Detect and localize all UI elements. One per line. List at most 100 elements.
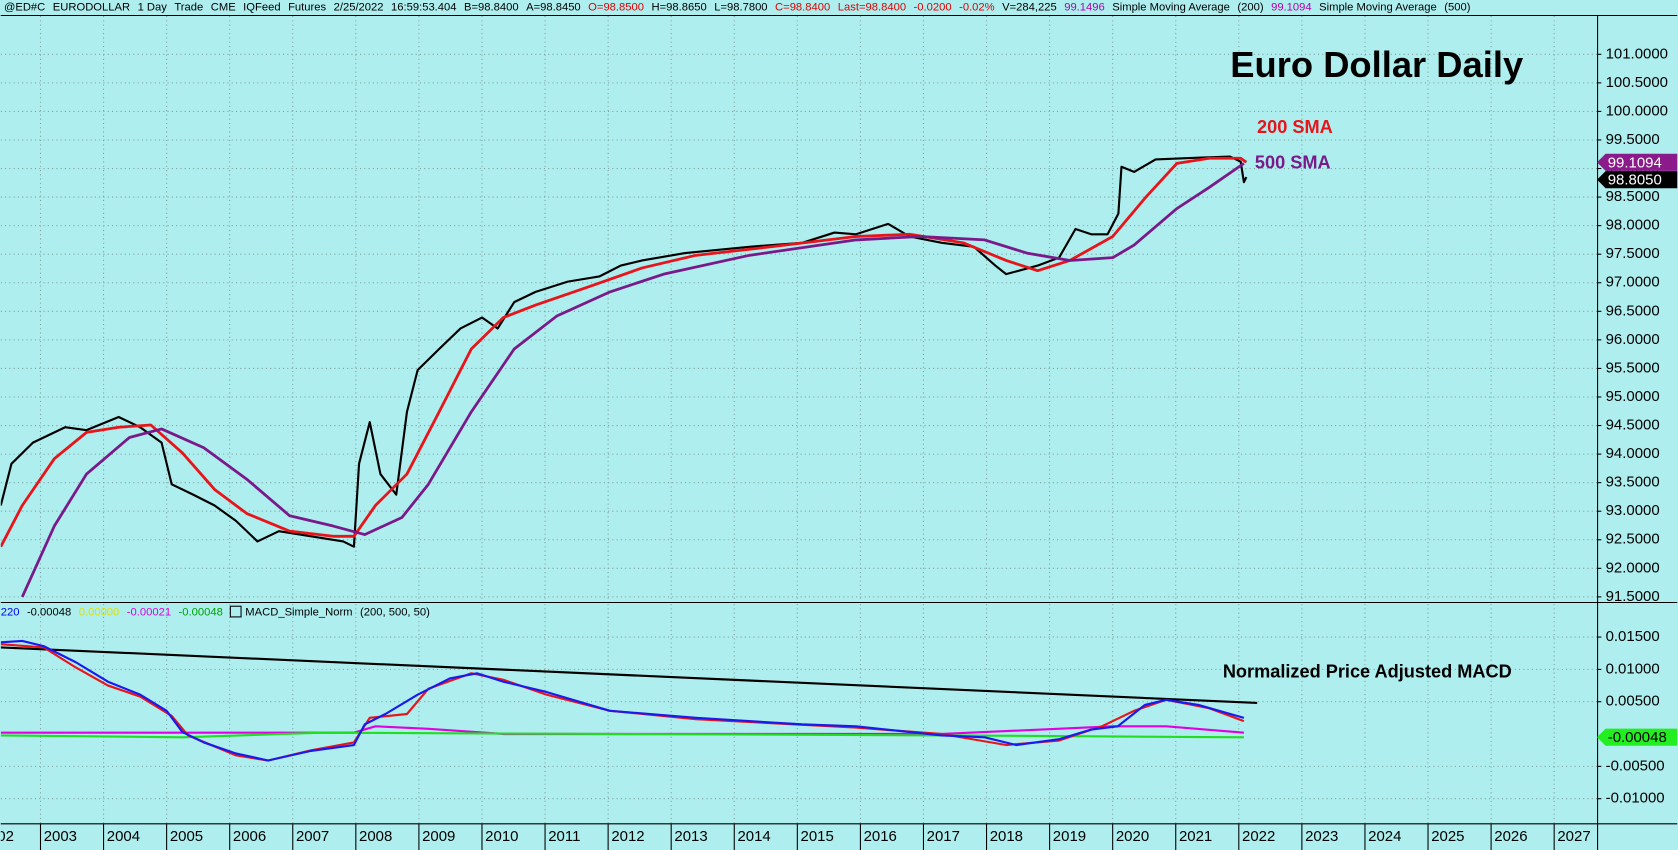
chart-title: Euro Dollar Daily	[1230, 44, 1524, 85]
header-field: O=98.8500	[588, 1, 644, 13]
value-flag	[1597, 171, 1678, 189]
header-field: Last=98.8400	[838, 1, 906, 13]
series-line	[20, 162, 1245, 598]
panel	[0, 604, 1598, 824]
y-tick-label: 92.5000	[1606, 531, 1660, 548]
y-tick-label: 97.0000	[1606, 274, 1660, 291]
series-line	[0, 155, 1248, 548]
x-tick-label: 2002	[0, 828, 14, 845]
header-field: IQFeed	[243, 1, 280, 13]
header-field: H=98.8650	[651, 1, 706, 13]
y-tick-label: 91.5000	[1606, 588, 1660, 605]
y-tick-label: 93.0000	[1606, 502, 1660, 519]
header-field: -0.02%	[959, 1, 995, 13]
header-field: 1 Day	[138, 1, 168, 13]
header-field: A=98.8450	[526, 1, 581, 13]
y-tick-label: 95.0000	[1606, 388, 1660, 405]
y-tick-label: 100.5000	[1606, 74, 1668, 91]
header-field: @ED#C	[4, 1, 45, 13]
header-field: Simple Moving Average	[1112, 1, 1230, 13]
x-tick-label: 2009	[422, 828, 455, 845]
y-tick-label: 96.5000	[1606, 302, 1660, 319]
x-tick-label: 2006	[233, 828, 266, 845]
x-tick-label: 2021	[1179, 828, 1212, 845]
series-line	[0, 731, 1244, 739]
y-tick-label: 99.5000	[1606, 131, 1660, 148]
y-tick-label: -0.00500	[1606, 757, 1665, 774]
header-field: 2/25/2022	[334, 1, 384, 13]
y-tick-label: 96.0000	[1606, 331, 1660, 348]
x-tick-label: 2014	[737, 828, 770, 845]
value-flag-label: -0.00048	[1608, 729, 1667, 746]
panel	[0, 16, 1598, 601]
header-field: Trade	[174, 1, 203, 13]
x-tick-label: 2005	[170, 828, 203, 845]
legend-item: -0.00048	[179, 607, 223, 619]
series-line	[0, 156, 1248, 548]
x-tick-label: 2008	[359, 828, 392, 845]
y-tick-label: 92.0000	[1606, 559, 1660, 576]
x-tick-label: 2018	[990, 828, 1023, 845]
header-field: CME	[211, 1, 236, 13]
x-tick-label: 2013	[674, 828, 707, 845]
x-tick-label: 2016	[864, 828, 897, 845]
legend-item: 220	[1, 607, 20, 619]
x-tick-label: 2025	[1431, 828, 1464, 845]
x-tick-label: 2026	[1494, 828, 1527, 845]
series-line	[0, 639, 1245, 762]
annotation: 200 SMA	[1257, 117, 1333, 137]
legend-item: -0.00021	[127, 607, 171, 619]
header-field: (200)	[1237, 1, 1263, 13]
x-tick-label: 2010	[485, 828, 518, 845]
header-field: L=98.7800	[714, 1, 767, 13]
header-field: Futures	[288, 1, 326, 13]
header-field: C=98.8400	[775, 1, 830, 13]
y-tick-label: 94.5000	[1606, 416, 1660, 433]
value-flag	[1597, 153, 1678, 171]
x-tick-label: 2027	[1557, 828, 1590, 845]
y-tick-label: -0.01000	[1606, 790, 1665, 807]
header-field: -0.0200	[914, 1, 952, 13]
header-field: 16:59:53.404	[391, 1, 457, 13]
y-tick-label: 100.0000	[1606, 102, 1668, 119]
header-field: V=284,225	[1002, 1, 1057, 13]
x-tick-label: 2019	[1053, 828, 1086, 845]
legend-item: MACD_Simple_Norm	[245, 607, 352, 619]
chart-title: Normalized Price Adjusted MACD	[1223, 661, 1512, 681]
y-tick-label: 0.00500	[1606, 693, 1660, 710]
x-tick-label: 2024	[1368, 828, 1401, 845]
x-tick-label: 2003	[44, 828, 77, 845]
x-tick-label: 2023	[1305, 828, 1338, 845]
value-flag-label: 99.1094	[1608, 154, 1662, 171]
y-tick-label: 94.0000	[1606, 445, 1660, 462]
x-axis: 2002 2003 2004 2005 2006 2007 2008 2009 2010 2011…	[0, 823, 1591, 850]
legend-checkbox	[229, 605, 242, 618]
x-tick-label: 2022	[1242, 828, 1275, 845]
x-tick-label: 2007	[296, 828, 329, 845]
y-tick-label: 95.5000	[1606, 359, 1660, 376]
annotation: 500 SMA	[1255, 152, 1331, 172]
y-tick-label: 98.5000	[1606, 188, 1660, 205]
x-tick-label: 2020	[1116, 828, 1149, 845]
x-tick-label: 2004	[107, 828, 140, 845]
header-field: B=98.8400	[464, 1, 519, 13]
header-field: 99.1496	[1064, 1, 1105, 13]
y-tick-label: 101.0000	[1606, 45, 1668, 62]
legend-item: -0.00048	[27, 607, 71, 619]
header-field: 99.1094	[1271, 1, 1312, 13]
x-tick-label: 2017	[927, 828, 960, 845]
legend-item: 0.00000	[79, 607, 120, 619]
y-tick-label: 0.01000	[1606, 660, 1660, 677]
header-field: EURODOLLAR	[53, 1, 130, 13]
y-tick-label: 98.0000	[1606, 217, 1660, 234]
series-line	[0, 646, 1258, 705]
header-field: (500)	[1444, 1, 1470, 13]
x-tick-label: 2012	[611, 828, 644, 845]
legend-item: (200, 500, 50)	[360, 607, 430, 619]
y-tick-label: 93.5000	[1606, 474, 1660, 491]
x-tick-label: 2015	[801, 828, 834, 845]
value-flag-label: 98.8050	[1608, 172, 1662, 189]
